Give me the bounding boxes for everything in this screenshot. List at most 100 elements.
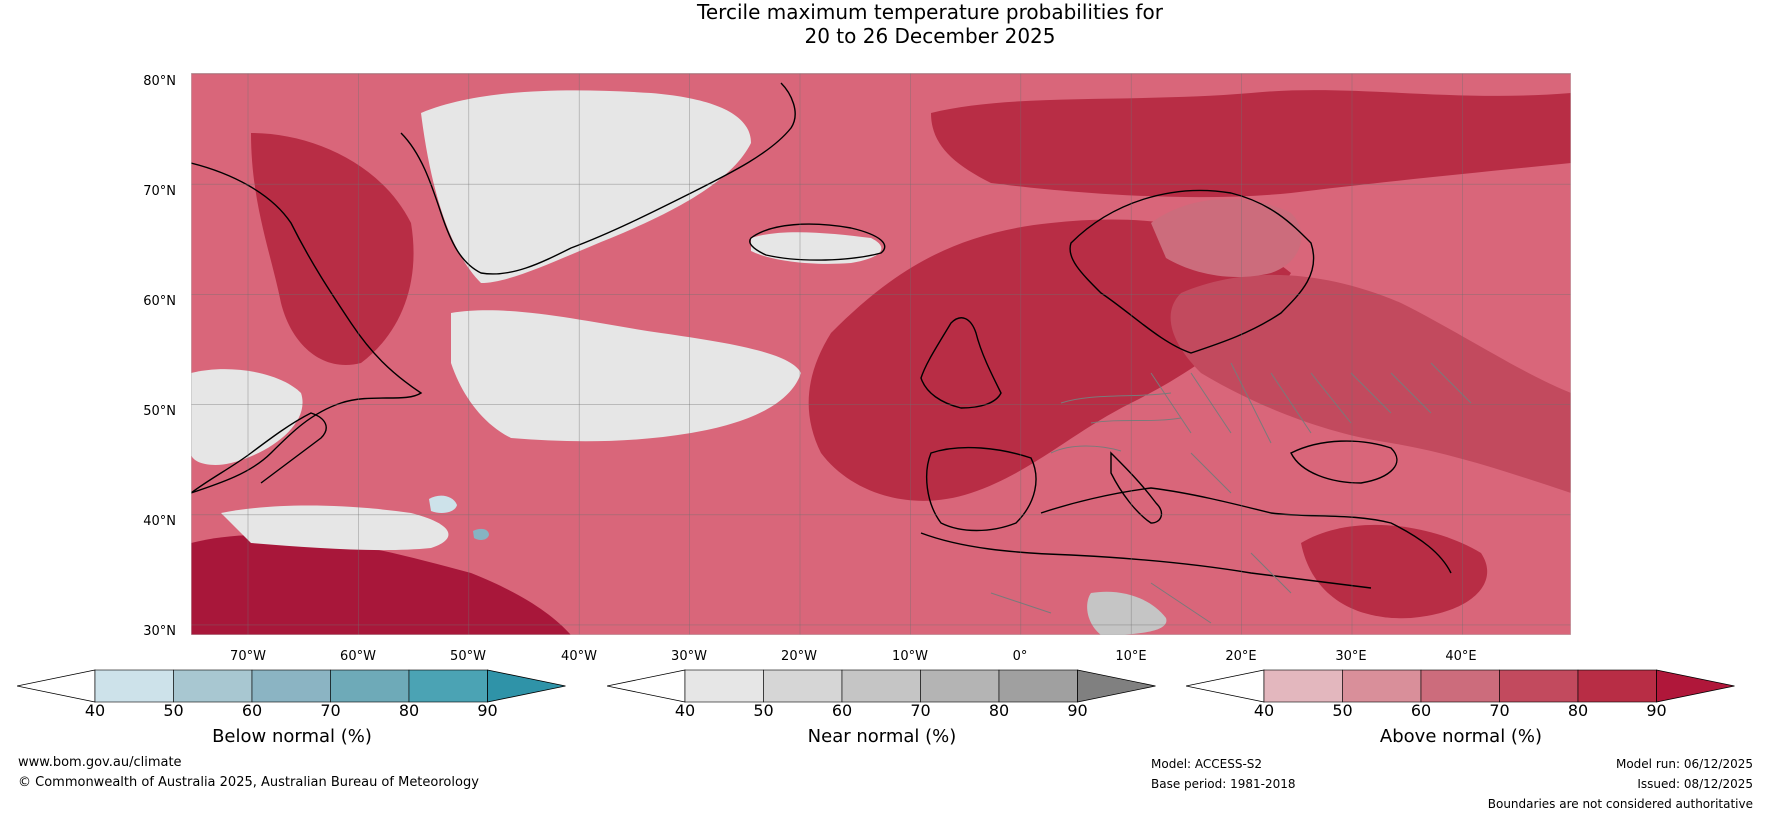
colorbar-tick-label: 50: [1332, 701, 1353, 720]
lon-label-0: 0°: [1012, 649, 1028, 664]
colorbar-tick-label: 80: [398, 701, 420, 720]
colorbar-segment: [94, 669, 174, 703]
colorbar-segment: [251, 669, 331, 703]
colorbar-tick-label: 40: [674, 701, 696, 720]
base-period-text: Base period: 1981-2018: [1151, 777, 1296, 791]
below-40-region-atlantic: [429, 495, 457, 513]
lon-label-40w: 40°W: [561, 649, 597, 664]
colorbar-tick-label: 80: [1567, 701, 1589, 720]
colorbar-tick-label: 80: [988, 701, 1010, 720]
coastline-africa: [920, 532, 1372, 589]
lat-label-30n: 30°N: [143, 624, 176, 639]
coastline-iceland: [749, 223, 886, 261]
coastline-britain: [920, 317, 1002, 409]
coastline-greenland: [400, 82, 796, 275]
colorbar-below-normal: [17, 669, 566, 703]
lat-label-80n: 80°N: [143, 74, 176, 89]
colorbar-tick-label: 40: [1253, 701, 1275, 720]
above-80-region-labrador: [251, 133, 414, 365]
chart-title: Tercile maximum temperature probabilitie…: [0, 0, 1770, 48]
colorbar-tick-label: 70: [320, 701, 341, 720]
colorbar-right-arrow: [1656, 669, 1735, 703]
website-link[interactable]: www.bom.gov.au/climate: [18, 755, 182, 770]
coastline-italy: [1110, 451, 1163, 524]
colorbar-right-arrow: [1077, 669, 1156, 703]
coastline-blacksea: [1290, 440, 1398, 484]
colorbar-segment: [330, 669, 410, 703]
colorbar-segment: [1420, 669, 1500, 703]
colorbar-right-arrow: [487, 669, 566, 703]
above-80-region-turkey: [1301, 524, 1488, 619]
lon-label-20e: 20°E: [1225, 649, 1257, 664]
lat-label-70n: 70°N: [143, 184, 176, 199]
colorbar-tick-label: 50: [163, 701, 184, 720]
colorbar-above-normal: [1186, 669, 1735, 703]
coastline-labrador: [191, 162, 423, 494]
lon-label-60w: 60°W: [340, 649, 376, 664]
colorbar-tick-label: 90: [1646, 701, 1667, 720]
probability-map: [191, 73, 1571, 635]
model-text: Model: ACCESS-S2: [1151, 757, 1263, 771]
colorbar-tick-label: 90: [1067, 701, 1088, 720]
colorbar-tick-label: 70: [1489, 701, 1510, 720]
colorbar-tick-label: 70: [910, 701, 931, 720]
colorbar-left-arrow: [607, 669, 686, 703]
colorbar-segment: [408, 669, 488, 703]
issued-text: Issued: 08/12/2025: [1637, 777, 1753, 791]
lon-label-20w: 20°W: [781, 649, 817, 664]
lon-label-50w: 50°W: [450, 649, 486, 664]
colorbar-tick-label: 50: [753, 701, 774, 720]
graticule: [191, 73, 1571, 635]
colorbar-near-normal: [607, 669, 1156, 703]
lon-label-30e: 30°E: [1335, 649, 1367, 664]
lon-label-40e: 40°E: [1445, 649, 1477, 664]
near-40-region-subtropics: [221, 505, 449, 551]
near-40-region-greenland: [421, 90, 751, 283]
lat-label-40n: 40°N: [143, 514, 176, 529]
model-run-text: Model run: 06/12/2025: [1615, 757, 1753, 771]
colorbar-tick-label: 60: [831, 701, 853, 720]
colorbar-segment: [173, 669, 253, 703]
lon-label-70w: 70°W: [230, 649, 266, 664]
colorbar-segment: [1577, 669, 1657, 703]
above-60-region-scandinavia: [1151, 199, 1302, 278]
colorbar-tick-label: 60: [241, 701, 263, 720]
lon-label-10e: 10°E: [1115, 649, 1147, 664]
coastline-mediterranean: [1040, 487, 1452, 574]
below-60-region-atlantic: [473, 528, 489, 540]
coastline-nova-scotia: [191, 412, 327, 494]
lat-label-50n: 50°N: [143, 404, 176, 419]
near-40-region-midatlantic: [451, 310, 801, 442]
colorbar-segment: [1263, 669, 1343, 703]
above-70-region-europe: [1170, 274, 1571, 493]
colorbar-left-arrow: [1186, 669, 1265, 703]
colorbar-left-arrow: [17, 669, 96, 703]
above-80-region-north: [931, 90, 1571, 198]
above-80-region-atlantic: [808, 219, 1291, 501]
disclaimer-text: Boundaries are not considered authoritat…: [1487, 797, 1753, 811]
lon-label-30w: 30°W: [671, 649, 707, 664]
colorbar-label-near: Near normal (%): [807, 726, 957, 747]
colorbar-segment: [684, 669, 764, 703]
near-40-region-iceland: [751, 232, 882, 264]
lon-label-10w: 10°W: [892, 649, 928, 664]
coastline-iberia: [926, 446, 1037, 532]
colorbar-segment: [998, 669, 1078, 703]
lat-label-60n: 60°N: [143, 294, 176, 309]
map-canvas: [191, 73, 1571, 635]
near-40-region-westcoast: [191, 369, 303, 465]
title-line-1: Tercile maximum temperature probabilitie…: [697, 0, 1163, 24]
colorbar-tick-label: 40: [84, 701, 106, 720]
colorbar-segment: [841, 669, 921, 703]
colorbar-tick-label: 90: [477, 701, 498, 720]
colorbar-segment: [1499, 669, 1579, 703]
colorbar-tick-label: 60: [1410, 701, 1432, 720]
colorbar-label-above: Above normal (%): [1379, 726, 1543, 747]
copyright-text: © Commonwealth of Australia 2025, Austra…: [18, 775, 479, 790]
title-line-2: 20 to 26 December 2025: [804, 24, 1056, 48]
colorbar-label-below: Below normal (%): [212, 726, 372, 747]
colorbar-segment: [920, 669, 1000, 703]
near-60-region-sahara: [1087, 591, 1167, 635]
coastline-scandinavia: [1069, 189, 1315, 354]
above-90-region-sw: [191, 534, 571, 635]
